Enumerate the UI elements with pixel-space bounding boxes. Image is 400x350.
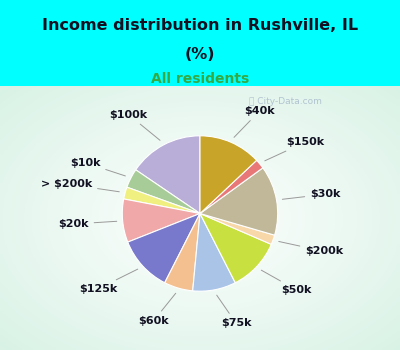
Wedge shape: [200, 214, 275, 244]
Wedge shape: [127, 170, 200, 214]
Wedge shape: [124, 187, 200, 214]
Wedge shape: [136, 136, 200, 214]
Text: Income distribution in Rushville, IL: Income distribution in Rushville, IL: [42, 18, 358, 33]
Text: > $200k: > $200k: [41, 179, 119, 192]
Text: $40k: $40k: [234, 106, 275, 137]
Text: $20k: $20k: [58, 219, 117, 229]
Text: $100k: $100k: [110, 110, 160, 140]
Wedge shape: [200, 160, 263, 214]
Text: $75k: $75k: [217, 295, 252, 328]
Text: $125k: $125k: [79, 269, 138, 294]
Text: (%): (%): [185, 47, 215, 62]
Wedge shape: [165, 214, 200, 291]
Text: ⓘ City-Data.com: ⓘ City-Data.com: [249, 97, 322, 106]
Text: $30k: $30k: [282, 189, 340, 199]
Text: All residents: All residents: [151, 72, 249, 86]
Wedge shape: [128, 214, 200, 283]
Text: $200k: $200k: [279, 241, 343, 257]
Wedge shape: [193, 214, 235, 291]
Wedge shape: [200, 136, 257, 214]
Text: $60k: $60k: [138, 293, 176, 326]
Text: $10k: $10k: [70, 158, 125, 176]
Wedge shape: [200, 168, 278, 235]
Text: $50k: $50k: [261, 270, 312, 295]
Wedge shape: [200, 214, 271, 283]
Text: $150k: $150k: [265, 137, 324, 161]
Wedge shape: [122, 199, 200, 242]
